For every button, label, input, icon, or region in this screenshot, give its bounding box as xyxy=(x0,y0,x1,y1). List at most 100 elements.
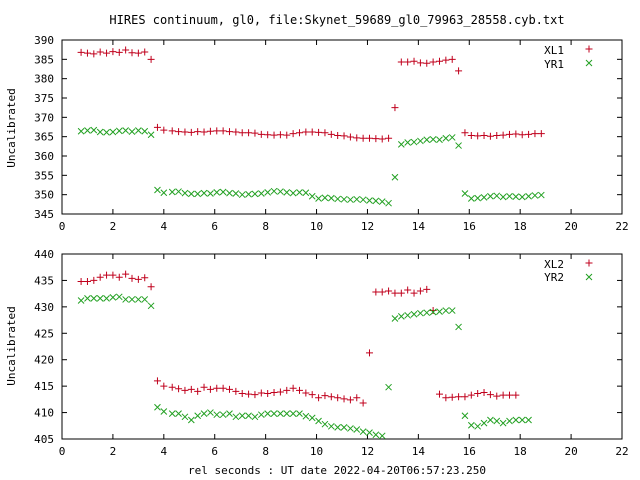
cross-marker xyxy=(404,139,412,146)
plus-marker xyxy=(359,399,367,407)
plus-marker xyxy=(327,393,335,401)
cross-marker xyxy=(391,315,399,322)
cross-marker xyxy=(372,431,380,439)
plus-marker xyxy=(385,134,393,142)
plus-marker xyxy=(429,58,437,66)
cross-marker xyxy=(257,411,265,419)
cross-marker xyxy=(378,198,386,205)
cross-marker xyxy=(366,197,373,204)
plus-marker xyxy=(245,129,253,137)
cross-marker xyxy=(277,188,284,195)
plus-marker xyxy=(435,390,443,398)
cross-marker xyxy=(84,295,91,302)
x-tick-label: 4 xyxy=(161,220,168,233)
plus-marker xyxy=(321,129,329,137)
plus-marker xyxy=(115,273,123,281)
y-tick-label: 380 xyxy=(34,73,54,86)
cross-marker xyxy=(499,419,507,427)
plus-marker xyxy=(302,128,310,136)
plus-marker xyxy=(537,130,545,138)
cross-marker xyxy=(487,416,494,424)
plus-marker xyxy=(442,394,450,402)
cross-marker xyxy=(302,412,310,420)
cross-marker xyxy=(251,190,259,198)
plus-marker xyxy=(90,276,98,284)
cross-marker xyxy=(115,127,123,135)
cross-marker xyxy=(277,410,284,417)
plus-marker xyxy=(378,135,386,143)
cross-marker xyxy=(219,188,227,196)
cross-marker xyxy=(493,192,501,200)
cross-marker xyxy=(245,412,252,420)
cross-marker xyxy=(404,311,412,319)
plus-marker xyxy=(410,57,418,65)
plus-marker xyxy=(134,275,142,283)
plus-marker xyxy=(96,273,104,281)
plus-marker xyxy=(245,390,253,398)
plus-marker xyxy=(115,48,123,56)
cross-marker xyxy=(245,190,252,198)
plus-marker xyxy=(213,384,221,392)
plus-marker xyxy=(141,274,149,282)
cross-marker xyxy=(90,126,98,134)
plus-marker xyxy=(257,130,265,138)
bottom-panel-ylabel: Uncalibrated xyxy=(5,306,18,385)
plus-marker xyxy=(391,289,399,297)
plus-marker xyxy=(257,389,265,397)
plus-marker xyxy=(264,131,272,139)
plus-marker xyxy=(486,132,494,140)
plus-marker xyxy=(122,46,130,54)
plus-marker xyxy=(187,385,195,393)
cross-marker xyxy=(96,128,104,136)
plot-frame xyxy=(61,39,623,215)
cross-marker xyxy=(397,313,405,320)
plus-marker xyxy=(340,395,348,403)
plus-marker xyxy=(499,131,507,139)
plot-frame xyxy=(61,253,623,440)
plus-marker xyxy=(353,134,361,142)
plus-marker xyxy=(194,387,202,395)
plus-marker xyxy=(270,131,278,139)
plus-marker xyxy=(77,48,85,56)
cross-marker xyxy=(353,426,361,433)
x-tick-label: 8 xyxy=(262,445,269,458)
cross-marker xyxy=(194,190,202,198)
y-tick-label: 390 xyxy=(34,34,54,47)
cross-marker xyxy=(122,127,129,134)
plus-marker xyxy=(448,55,456,63)
chart-title: HIRES continuum, gl0, file:Skynet_59689_… xyxy=(109,13,564,27)
y-tick-label: 345 xyxy=(34,208,54,221)
plus-marker xyxy=(334,394,342,402)
plus-marker xyxy=(251,391,259,399)
plus-marker xyxy=(480,132,488,140)
plus-marker xyxy=(518,131,526,139)
x-tick-label: 12 xyxy=(361,445,374,458)
plus-marker xyxy=(175,128,183,136)
cross-marker xyxy=(385,199,392,207)
cross-marker xyxy=(109,293,117,301)
cross-marker xyxy=(525,192,532,200)
cross-marker xyxy=(366,429,373,437)
cross-marker xyxy=(347,196,354,204)
plus-marker xyxy=(308,391,316,399)
cross-marker xyxy=(327,194,335,202)
cross-marker xyxy=(315,195,322,202)
plus-marker xyxy=(200,128,208,136)
plus-marker xyxy=(251,129,259,137)
y-tick-label: 370 xyxy=(34,111,54,124)
plus-marker xyxy=(372,135,380,143)
cross-marker xyxy=(187,190,195,198)
plus-marker xyxy=(109,271,117,279)
x-tick-label: 14 xyxy=(412,220,426,233)
plus-marker xyxy=(194,128,202,136)
plus-marker xyxy=(423,59,431,67)
cross-marker xyxy=(518,416,526,424)
cross-marker xyxy=(334,195,342,203)
x-tick-label: 2 xyxy=(110,220,117,233)
plus-marker xyxy=(103,49,111,57)
plus-marker xyxy=(365,349,373,357)
cross-marker xyxy=(359,428,367,435)
cross-marker xyxy=(537,191,545,199)
cross-marker xyxy=(315,417,322,425)
cross-marker xyxy=(531,192,539,199)
